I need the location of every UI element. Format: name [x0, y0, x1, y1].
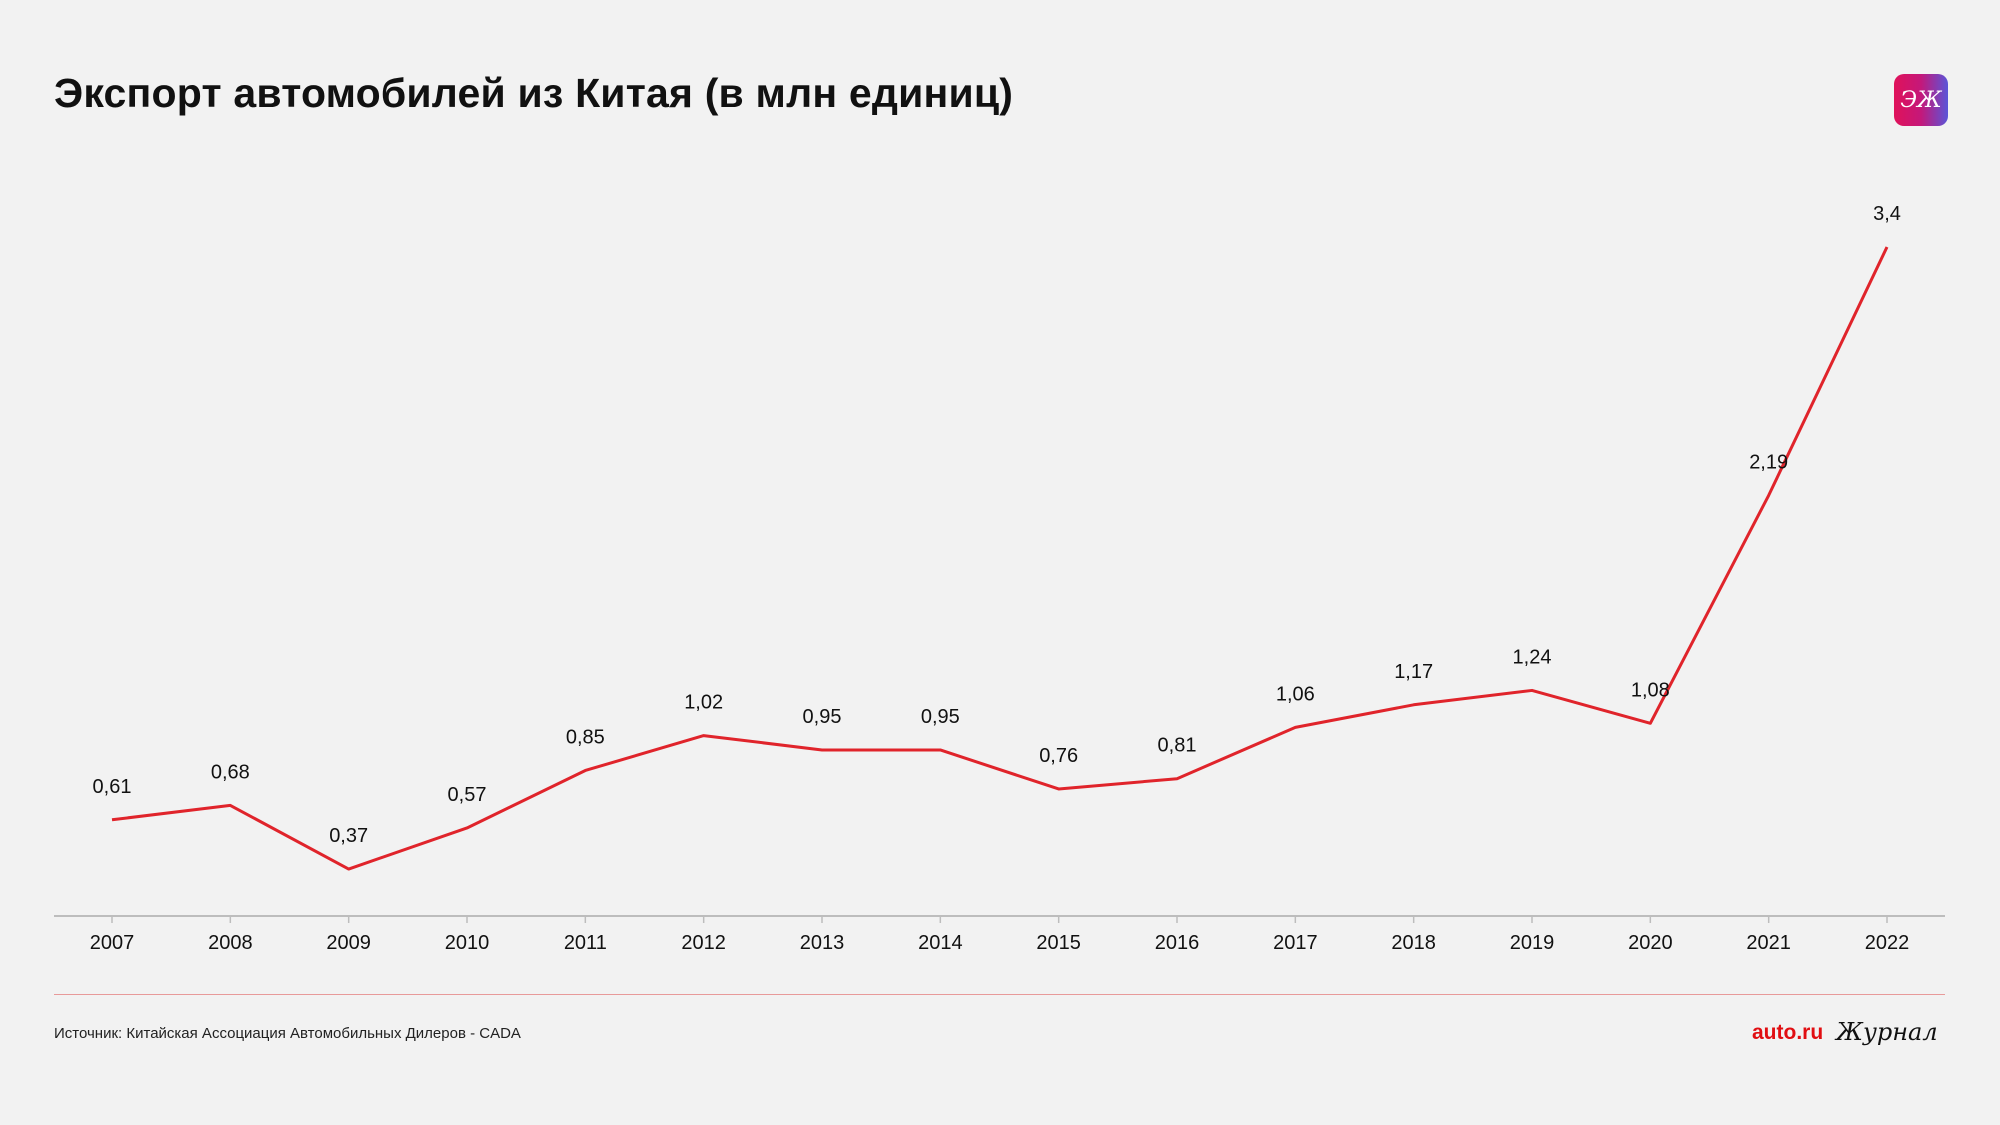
- chart-title: Экспорт автомобилей из Китая (в млн един…: [54, 70, 1014, 116]
- x-tick-label: 2012: [681, 932, 726, 954]
- data-label: 0,68: [211, 761, 250, 783]
- x-tick-label: 2007: [90, 932, 135, 954]
- x-tick-label: 2013: [800, 932, 845, 954]
- data-label: 1,17: [1394, 661, 1433, 683]
- series-line: [111, 246, 1889, 871]
- brand-logo: auto.ru: [1752, 1021, 1824, 1044]
- x-tick-label: 2019: [1510, 932, 1555, 954]
- divider: [54, 994, 1945, 995]
- data-label: 0,57: [448, 784, 487, 806]
- data-label: 0,95: [921, 706, 960, 728]
- data-label: 2,19: [1749, 451, 1788, 473]
- data-label: 0,76: [1039, 745, 1078, 767]
- x-tick-label: 2016: [1155, 932, 1200, 954]
- data-label: 0,37: [329, 825, 368, 847]
- x-tick-label: 2011: [564, 932, 607, 954]
- data-label: 0,61: [93, 776, 132, 798]
- x-tick-label: 2008: [208, 932, 253, 954]
- data-label: 0,81: [1158, 735, 1197, 757]
- data-label: 0,85: [566, 726, 605, 748]
- data-label: 0,95: [803, 706, 842, 728]
- x-tick-label: 2014: [918, 932, 963, 954]
- data-label: 1,24: [1513, 646, 1552, 668]
- source-note: Источник: Китайская Ассоциация Автомобил…: [54, 1025, 521, 1042]
- x-tick-label: 2015: [1036, 932, 1081, 954]
- x-tick-label: 2022: [1865, 932, 1910, 954]
- data-label: 1,02: [684, 692, 723, 714]
- journal-logo: Журнал: [1836, 1018, 1938, 1046]
- journal-logo-icon: ЭЖ: [1894, 74, 1948, 126]
- x-tick-label: 2017: [1273, 932, 1318, 954]
- data-label: 1,06: [1276, 683, 1315, 705]
- data-label: 3,4: [1873, 203, 1901, 225]
- data-label: 1,08: [1631, 679, 1670, 701]
- x-tick-label: 2021: [1746, 932, 1791, 954]
- x-tick-label: 2009: [326, 932, 371, 954]
- x-tick-label: 2018: [1391, 932, 1436, 954]
- x-tick-label: 2010: [445, 932, 490, 954]
- x-tick-label: 2020: [1628, 932, 1673, 954]
